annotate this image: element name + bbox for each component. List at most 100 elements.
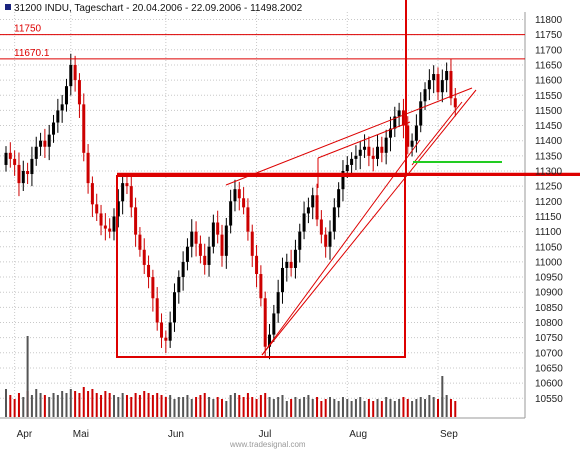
legend-color-icon [5, 4, 11, 10]
candle-body [90, 183, 94, 205]
candle-body [293, 249, 297, 268]
candle-body [242, 198, 246, 208]
volume-bar [82, 387, 85, 417]
candle-body [427, 80, 431, 90]
volume-bar [441, 376, 444, 417]
trend-line [261, 139, 421, 356]
volume-bar [121, 393, 124, 417]
candle-body [341, 171, 345, 190]
candle-body [8, 152, 12, 159]
volume-bar [138, 395, 141, 417]
volume-bar [100, 395, 103, 417]
volume-bar [233, 393, 236, 417]
volume-bar [108, 393, 111, 417]
candle-body [423, 89, 427, 102]
volume-bar [454, 401, 457, 417]
candle-body [121, 183, 125, 202]
volume-bar [208, 397, 211, 417]
volume-bar [195, 397, 198, 417]
candle-body [255, 255, 259, 275]
volume-bar [212, 399, 215, 417]
volume-bar [43, 395, 46, 417]
volume-bar [78, 393, 81, 417]
watermark: www.tradesignal.com [229, 440, 306, 449]
candle-body [60, 104, 64, 111]
volume-bar [229, 395, 232, 417]
candle-body [181, 261, 185, 278]
candle-body [17, 164, 21, 184]
candle-body [229, 201, 233, 226]
candle-body [108, 228, 112, 232]
volume-bar [203, 393, 206, 417]
candle-body [116, 201, 120, 217]
candle-body [250, 231, 254, 256]
candle-body [216, 222, 220, 235]
volume-bar [186, 395, 189, 417]
candle-body [388, 128, 392, 138]
volume-bar [389, 399, 392, 417]
candle-body [13, 158, 17, 165]
volume-bar [143, 391, 146, 417]
candle-body [203, 255, 207, 265]
volume-bar [39, 393, 42, 417]
candle-body [56, 110, 60, 123]
upper-trend-line [225, 87, 473, 186]
candle-body [440, 80, 444, 93]
candle-body [350, 158, 354, 165]
volume-bar [393, 401, 396, 417]
candle-body [34, 146, 38, 159]
volume-bar [424, 399, 427, 417]
volume-bar [419, 397, 422, 417]
volume-bar [402, 397, 405, 417]
candle-body [302, 213, 306, 232]
volume-bar [242, 397, 245, 417]
candle-body [376, 146, 380, 159]
volume-bar [333, 399, 336, 417]
y-tick-label: 11650 [535, 60, 563, 71]
volume-bars [5, 336, 457, 417]
volume-bar [277, 397, 280, 417]
candle-body [142, 249, 146, 265]
annotations [116, 0, 580, 358]
candle-body [4, 152, 8, 165]
volume-bar [303, 397, 306, 417]
candle-body [185, 246, 189, 262]
candle-body [237, 189, 241, 199]
candle-body [168, 322, 172, 341]
volume-bar [346, 399, 349, 417]
candle-body [315, 195, 319, 220]
candle-body [263, 298, 267, 347]
candle-body [298, 231, 302, 250]
volume-bar [130, 397, 133, 417]
volume-bar [290, 399, 293, 417]
y-tick-label: 10900 [535, 288, 563, 299]
candle-body [220, 234, 224, 256]
y-tick-label: 11550 [535, 91, 563, 102]
volume-bar [380, 401, 383, 417]
candle-body [82, 104, 86, 153]
candle-body [259, 274, 263, 299]
y-tick-label: 10800 [535, 318, 563, 329]
candle-body [125, 183, 129, 187]
y-tick-label: 11400 [535, 136, 563, 147]
trend-line [317, 121, 411, 159]
volume-bar [173, 399, 176, 417]
volume-bar [9, 395, 12, 417]
candle-body [453, 98, 457, 108]
candle-body [371, 155, 375, 159]
candle-body [363, 146, 367, 150]
candle-body [194, 231, 198, 244]
candle-body [280, 267, 284, 293]
volume-bar [160, 395, 163, 417]
x-tick-label: Sep [440, 429, 458, 440]
candle-body [324, 234, 328, 247]
volume-bar [285, 401, 288, 417]
volume-bar [117, 397, 120, 417]
x-tick-label: Mai [73, 429, 89, 440]
volume-bar [221, 399, 223, 417]
y-tick-label: 11300 [535, 167, 563, 178]
candle-body [211, 222, 215, 247]
candle-body [69, 64, 73, 87]
volume-bar [35, 389, 38, 417]
candle-body [21, 171, 25, 184]
